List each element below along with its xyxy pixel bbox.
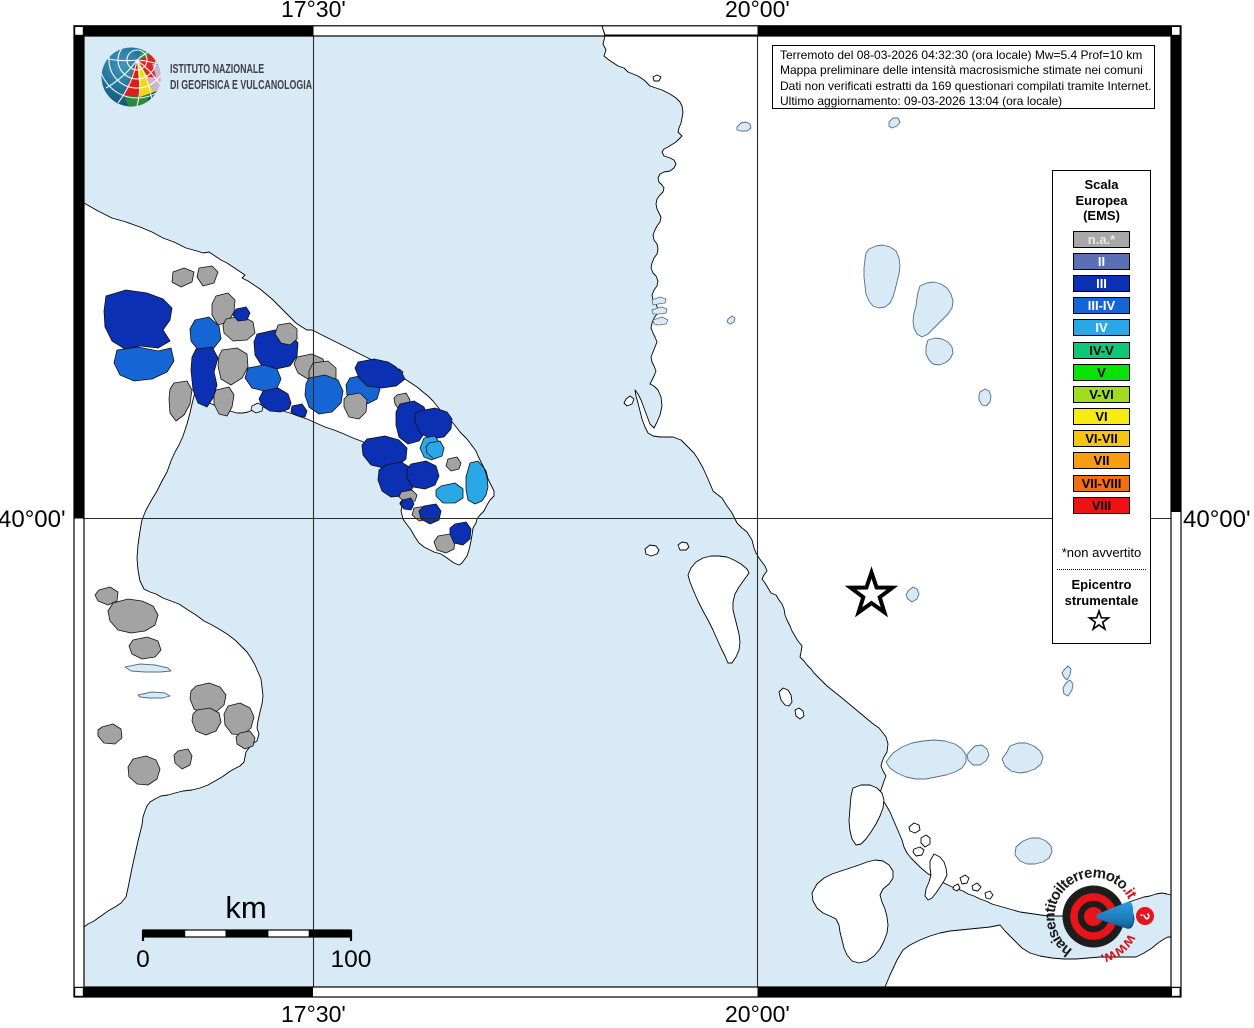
svg-text:0: 0 <box>136 946 150 973</box>
svg-text:?: ? <box>1137 911 1153 921</box>
svg-text:km: km <box>225 890 266 925</box>
svg-text:100: 100 <box>331 946 372 973</box>
